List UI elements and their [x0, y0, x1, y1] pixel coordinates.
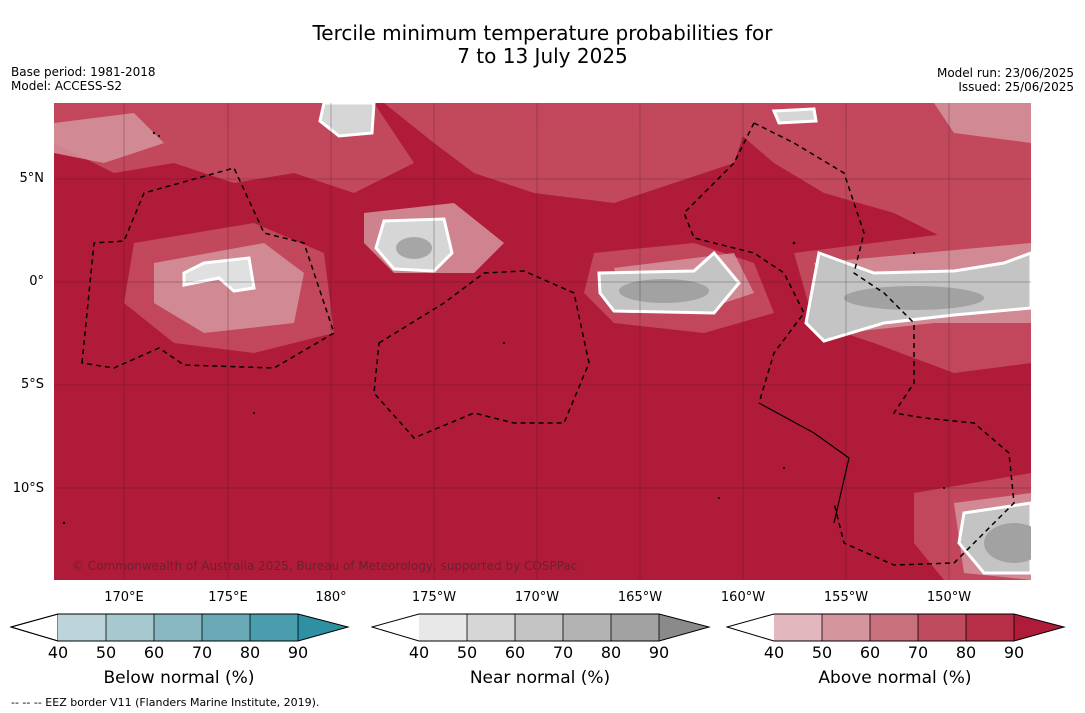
eez-borders: [81, 122, 1015, 566]
eez-footnote: -- -- -- EEZ border V11 (Flanders Marine…: [11, 696, 320, 709]
lon-label-165w: 165°W: [617, 590, 663, 605]
tick: 40: [408, 643, 430, 662]
colorbar-below: [10, 613, 350, 642]
lon-label-170w: 170°W: [514, 590, 560, 605]
tick: 60: [504, 643, 526, 662]
model-run: Model run: 23/06/2025: [936, 66, 1074, 80]
colorbar-below-label: Below normal (%): [103, 668, 255, 688]
swatch-below-2: [154, 614, 202, 641]
tick: 60: [859, 643, 881, 662]
swatch-below-4: [250, 614, 298, 641]
near-normal-patches: [182, 103, 1031, 575]
islands: [62, 131, 945, 525]
grid-lines: [54, 103, 1031, 580]
colorbar-above-label: Above normal (%): [818, 668, 972, 688]
colorbar-near: [371, 613, 711, 642]
chart-title: Tercile minimum temperature probabilitie…: [0, 22, 1085, 68]
meta-left: Base period: 1981-2018 Model: ACCESS-S2: [11, 65, 156, 93]
swatch-near-0: [419, 614, 467, 641]
map-copyright: © Commonwealth of Australia 2025, Bureau…: [72, 559, 578, 573]
swatch-above-5: [1014, 614, 1064, 641]
swatch-above-0: [774, 614, 822, 641]
tick: 70: [907, 643, 929, 662]
tick: 90: [1003, 643, 1025, 662]
swatch-near-3: [563, 614, 611, 641]
swatch-above-1: [822, 614, 870, 641]
title-line-2: 7 to 13 July 2025: [457, 44, 628, 68]
lon-label-160w: 160°W: [720, 590, 766, 605]
tick: 50: [811, 643, 833, 662]
swatch-below-1: [106, 614, 154, 641]
swatch-near-2: [515, 614, 563, 641]
swatch-below-5: [298, 614, 348, 641]
swatch-near-5: [659, 614, 709, 641]
tick: 40: [763, 643, 785, 662]
tick: 40: [47, 643, 69, 662]
tick: 80: [955, 643, 977, 662]
swatch-near-1: [467, 614, 515, 641]
title-line-1: Tercile minimum temperature probabilitie…: [312, 21, 773, 45]
lon-label-150w: 150°W: [926, 590, 972, 605]
swatch-above-2: [870, 614, 918, 641]
tick: 80: [239, 643, 261, 662]
probability-map: [54, 103, 1031, 580]
tick: 90: [287, 643, 309, 662]
tick: 70: [552, 643, 574, 662]
swatch-near-4: [611, 614, 659, 641]
swatch-above-4: [966, 614, 1014, 641]
tick: 60: [143, 643, 165, 662]
tick: 50: [95, 643, 117, 662]
map-svg: [54, 103, 1031, 580]
lon-label-155w: 155°W: [823, 590, 869, 605]
swatch-below-0: [58, 614, 106, 641]
lat-label-10s: 10°S: [12, 481, 44, 496]
lat-label-5s: 5°S: [20, 377, 44, 392]
eez-solid: [758, 402, 850, 524]
tick: 50: [456, 643, 478, 662]
tick: 90: [648, 643, 670, 662]
lat-label-0: 0°: [29, 274, 44, 289]
model-name: Model: ACCESS-S2: [11, 79, 123, 93]
lon-label-175w: 175°W: [411, 590, 457, 605]
issued-date: Issued: 25/06/2025: [958, 80, 1074, 94]
colorbar-above: [726, 613, 1066, 642]
lon-label-180: 180°: [315, 590, 347, 605]
meta-right: Model run: 23/06/2025 Issued: 25/06/2025: [937, 66, 1074, 94]
swatch-below-3: [202, 614, 250, 641]
lat-label-5n: 5°N: [19, 171, 45, 186]
base-period: Base period: 1981-2018: [11, 65, 156, 79]
lon-label-175e: 175°E: [208, 590, 248, 605]
tick: 70: [191, 643, 213, 662]
colorbar-near-label: Near normal (%): [469, 668, 611, 688]
tick: 80: [600, 643, 622, 662]
lon-label-170e: 170°E: [104, 590, 144, 605]
swatch-above-3: [918, 614, 966, 641]
